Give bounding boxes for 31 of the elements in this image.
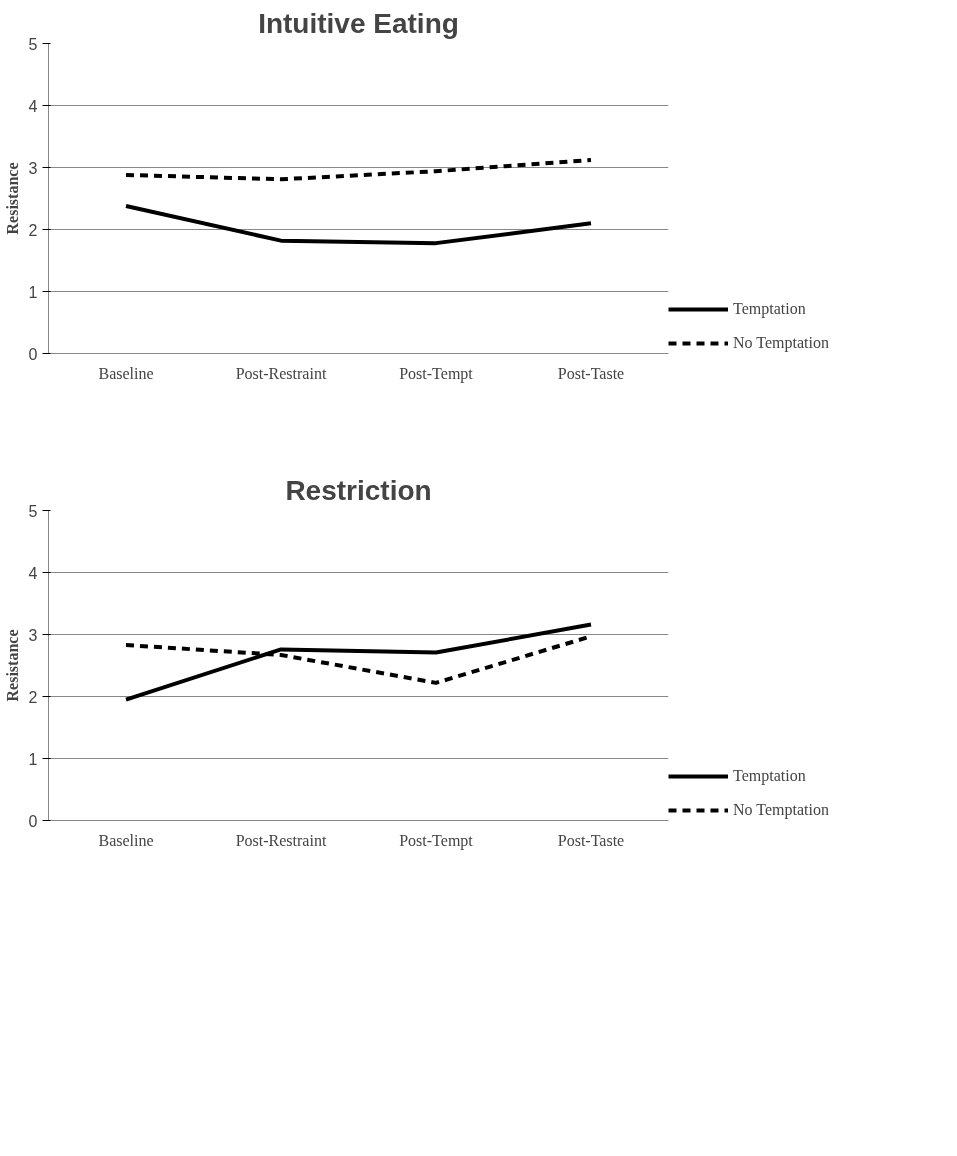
y-axis-title: Resistance bbox=[3, 162, 21, 235]
y-tick-label: 5 bbox=[28, 35, 38, 53]
x-tick-label: Post-Restraint bbox=[235, 364, 327, 382]
y-tick-label: 2 bbox=[28, 221, 38, 239]
y-tick-label: 2 bbox=[28, 688, 38, 706]
y-tick-label: 4 bbox=[28, 564, 38, 582]
y-tick-label: 4 bbox=[28, 97, 38, 115]
y-tick-label: 1 bbox=[28, 283, 38, 301]
line-series bbox=[124, 622, 593, 702]
legend-label: No Temptation bbox=[733, 334, 829, 352]
line-series bbox=[124, 158, 593, 182]
x-tick-label: Baseline bbox=[98, 831, 154, 849]
x-tick-label: Post-Taste bbox=[557, 831, 625, 849]
y-tick-label: 3 bbox=[28, 159, 38, 177]
legend-label: Temptation bbox=[733, 300, 806, 318]
x-tick-label: Post-Restraint bbox=[235, 831, 327, 849]
x-tick-label: Post-Tempt bbox=[399, 831, 474, 850]
y-tick-label: 0 bbox=[28, 345, 38, 363]
line-series bbox=[124, 203, 593, 246]
y-tick-label: 3 bbox=[28, 626, 38, 644]
x-tick-label: Post-Tempt bbox=[399, 364, 474, 383]
x-tick-label: Baseline bbox=[98, 364, 154, 382]
x-tick-label: Post-Taste bbox=[557, 364, 625, 382]
y-tick-label: 1 bbox=[28, 750, 38, 768]
legend-label: No Temptation bbox=[733, 801, 829, 819]
chart-title: Restriction bbox=[285, 474, 432, 506]
chart-title: Intuitive Eating bbox=[258, 7, 459, 39]
y-tick-label: 5 bbox=[28, 502, 38, 520]
y-axis-title: Resistance bbox=[3, 629, 21, 702]
legend-label: Temptation bbox=[733, 767, 806, 785]
y-tick-label: 0 bbox=[28, 812, 38, 830]
